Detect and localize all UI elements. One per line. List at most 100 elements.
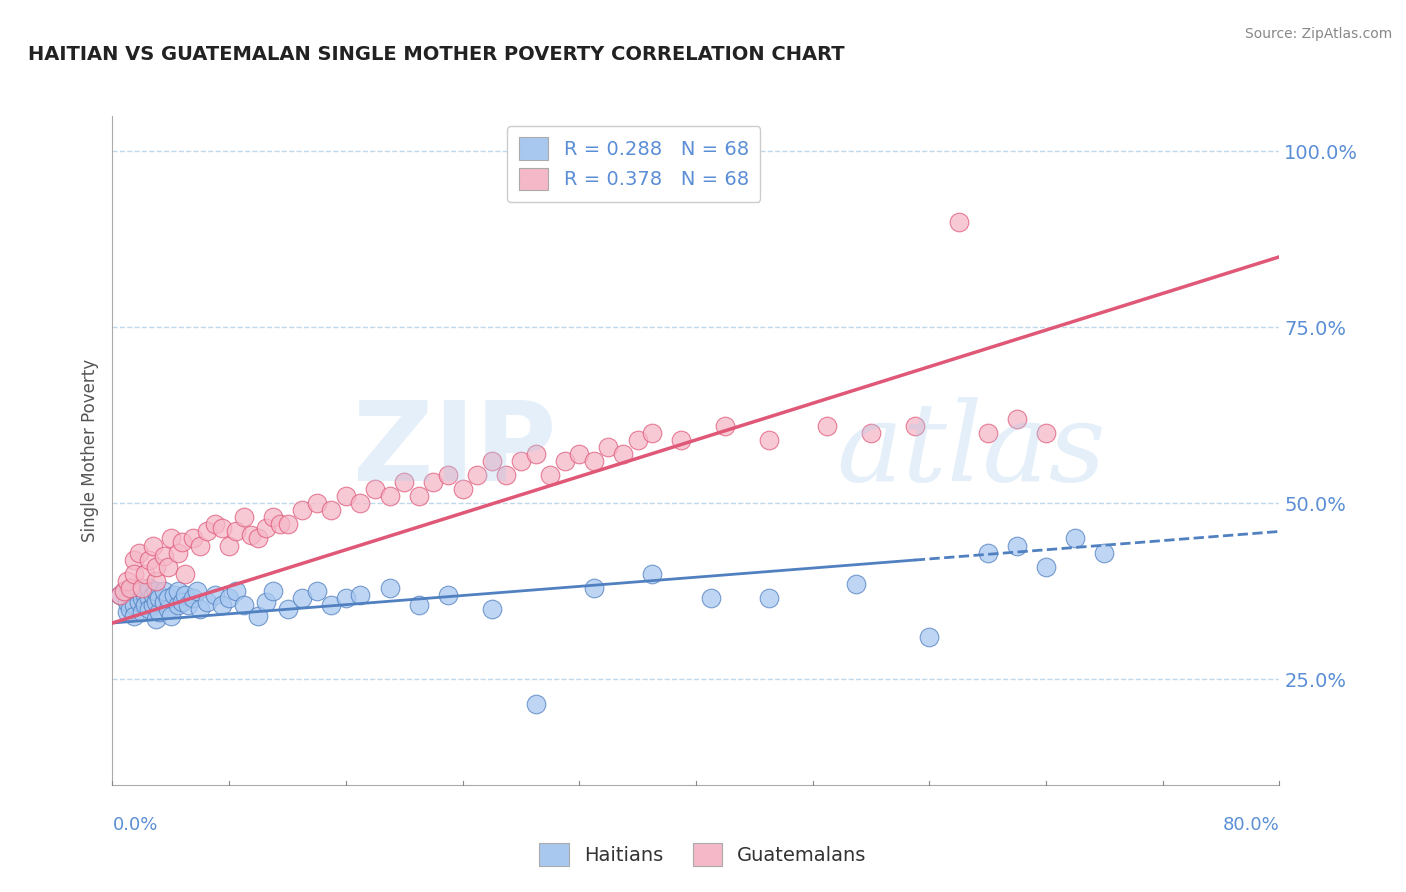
Point xyxy=(131,581,153,595)
Point xyxy=(211,599,233,613)
Point xyxy=(138,581,160,595)
Point xyxy=(174,566,197,581)
Point xyxy=(641,566,664,581)
Point xyxy=(131,606,153,620)
Point xyxy=(112,584,135,599)
Point xyxy=(378,489,401,503)
Point xyxy=(671,433,693,447)
Point xyxy=(156,602,179,616)
Point xyxy=(321,599,343,613)
Point xyxy=(582,581,605,595)
Point xyxy=(134,566,156,581)
Point xyxy=(225,524,247,539)
Point xyxy=(437,588,460,602)
Point xyxy=(758,433,780,447)
Point xyxy=(148,591,170,606)
Point xyxy=(1092,545,1115,559)
Point xyxy=(163,588,186,602)
Legend: R = 0.288   N = 68, R = 0.378   N = 68: R = 0.288 N = 68, R = 0.378 N = 68 xyxy=(508,126,761,202)
Point xyxy=(815,418,838,433)
Point xyxy=(156,559,179,574)
Point xyxy=(218,539,240,553)
Point xyxy=(156,591,179,606)
Text: atlas: atlas xyxy=(837,397,1105,504)
Point xyxy=(291,503,314,517)
Point xyxy=(112,584,135,599)
Text: 0.0%: 0.0% xyxy=(112,816,157,834)
Point xyxy=(138,552,160,566)
Point xyxy=(437,468,460,483)
Text: HAITIAN VS GUATEMALAN SINGLE MOTHER POVERTY CORRELATION CHART: HAITIAN VS GUATEMALAN SINGLE MOTHER POVE… xyxy=(28,45,845,63)
Text: Source: ZipAtlas.com: Source: ZipAtlas.com xyxy=(1244,27,1392,41)
Point xyxy=(204,588,226,602)
Point xyxy=(247,609,270,624)
Point xyxy=(758,591,780,606)
Point xyxy=(524,697,547,711)
Point xyxy=(115,606,138,620)
Point xyxy=(152,595,174,609)
Point xyxy=(262,510,284,524)
Point xyxy=(364,482,387,496)
Point xyxy=(138,602,160,616)
Point xyxy=(262,584,284,599)
Point xyxy=(568,447,591,461)
Point xyxy=(582,454,605,468)
Text: 80.0%: 80.0% xyxy=(1223,816,1279,834)
Point xyxy=(160,532,183,546)
Point xyxy=(152,584,174,599)
Point xyxy=(128,545,150,559)
Point xyxy=(181,591,204,606)
Point xyxy=(167,545,190,559)
Point xyxy=(335,591,357,606)
Point xyxy=(174,588,197,602)
Point xyxy=(145,595,167,609)
Point xyxy=(349,588,371,602)
Point xyxy=(509,454,531,468)
Point xyxy=(152,549,174,563)
Point xyxy=(699,591,721,606)
Point xyxy=(118,602,141,616)
Point xyxy=(142,599,165,613)
Point xyxy=(378,581,401,595)
Point xyxy=(108,588,131,602)
Point xyxy=(976,545,998,559)
Point xyxy=(124,609,146,624)
Point xyxy=(172,535,194,549)
Point xyxy=(160,609,183,624)
Point xyxy=(349,496,371,510)
Point xyxy=(422,475,444,490)
Point xyxy=(131,591,153,606)
Point xyxy=(845,577,868,591)
Point xyxy=(115,595,138,609)
Point xyxy=(495,468,517,483)
Point xyxy=(481,454,503,468)
Point xyxy=(240,528,263,542)
Point xyxy=(1035,425,1057,440)
Point xyxy=(1064,532,1087,546)
Point xyxy=(276,602,298,616)
Point xyxy=(291,591,314,606)
Point xyxy=(305,496,328,510)
Text: ZIP: ZIP xyxy=(353,397,555,504)
Point xyxy=(321,503,343,517)
Legend: Haitians, Guatemalans: Haitians, Guatemalans xyxy=(531,835,875,873)
Point xyxy=(859,425,883,440)
Point xyxy=(138,591,160,606)
Point xyxy=(481,602,503,616)
Point xyxy=(451,482,474,496)
Point xyxy=(124,599,146,613)
Point xyxy=(247,532,270,546)
Point xyxy=(408,489,430,503)
Point xyxy=(195,524,218,539)
Point xyxy=(134,599,156,613)
Point xyxy=(186,584,208,599)
Point xyxy=(524,447,547,461)
Point xyxy=(408,599,430,613)
Point xyxy=(124,566,146,581)
Y-axis label: Single Mother Poverty: Single Mother Poverty xyxy=(80,359,98,542)
Point xyxy=(172,595,194,609)
Point xyxy=(177,599,200,613)
Point xyxy=(392,475,416,490)
Point xyxy=(142,588,165,602)
Point xyxy=(145,584,167,599)
